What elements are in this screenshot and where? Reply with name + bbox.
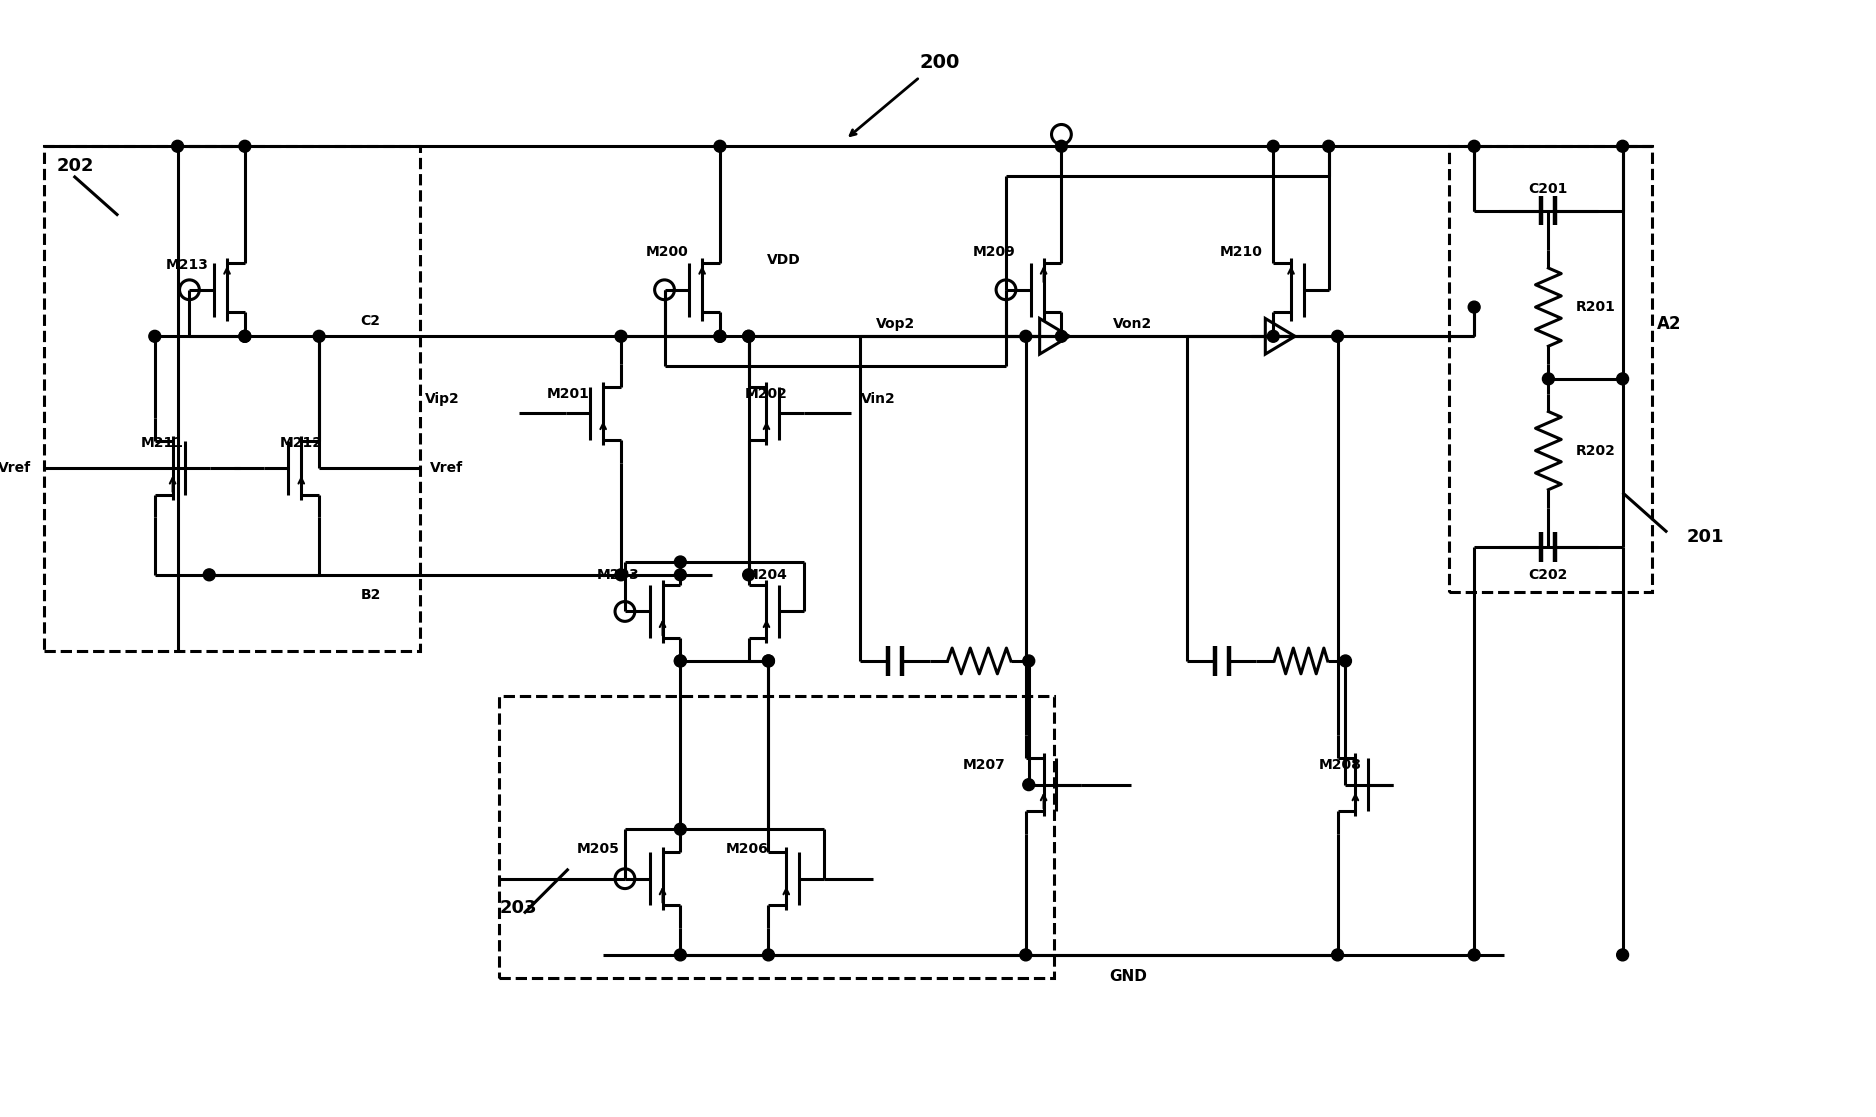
Circle shape	[715, 141, 726, 152]
Circle shape	[1617, 141, 1628, 152]
Circle shape	[1022, 655, 1036, 667]
Circle shape	[1339, 655, 1351, 667]
Circle shape	[238, 331, 251, 342]
Text: M202: M202	[745, 386, 788, 401]
Text: 200: 200	[919, 52, 961, 71]
Circle shape	[1022, 779, 1036, 791]
Circle shape	[148, 331, 161, 342]
Text: 202: 202	[56, 157, 94, 175]
Text: C202: C202	[1529, 567, 1568, 582]
Text: R201: R201	[1576, 300, 1615, 314]
Circle shape	[715, 331, 726, 342]
Text: M211: M211	[141, 437, 184, 450]
Text: M210: M210	[1219, 245, 1263, 259]
Text: C2: C2	[360, 315, 381, 328]
Circle shape	[1469, 949, 1480, 961]
Circle shape	[715, 331, 726, 342]
Text: B2: B2	[360, 588, 381, 602]
Circle shape	[1021, 331, 1032, 342]
Text: A2: A2	[1657, 315, 1681, 333]
Circle shape	[203, 569, 216, 581]
Circle shape	[615, 569, 627, 581]
Circle shape	[1332, 949, 1343, 961]
Bar	[43, 146, 420, 651]
Text: 203: 203	[499, 899, 537, 917]
Text: VDD: VDD	[767, 254, 801, 267]
Circle shape	[673, 556, 687, 567]
Text: M208: M208	[1319, 757, 1362, 772]
Text: Vip2: Vip2	[424, 392, 460, 405]
Circle shape	[673, 569, 687, 581]
Text: GND: GND	[1109, 970, 1146, 984]
Circle shape	[673, 655, 687, 667]
Text: M201: M201	[548, 386, 589, 401]
Circle shape	[1617, 949, 1628, 961]
Circle shape	[1268, 141, 1279, 152]
Circle shape	[238, 331, 251, 342]
Circle shape	[1617, 373, 1628, 384]
Text: M200: M200	[645, 245, 688, 259]
Text: M204: M204	[745, 567, 788, 582]
Circle shape	[1332, 331, 1343, 342]
Circle shape	[762, 949, 775, 961]
Circle shape	[1056, 331, 1067, 342]
Bar	[499, 696, 1054, 977]
Bar	[1450, 146, 1653, 592]
Circle shape	[762, 655, 775, 667]
Text: Von2: Von2	[1112, 317, 1152, 332]
Circle shape	[1469, 302, 1480, 313]
Text: M209: M209	[974, 245, 1015, 259]
Circle shape	[673, 949, 687, 961]
Circle shape	[1056, 141, 1067, 152]
Text: M203: M203	[597, 567, 640, 582]
Text: 201: 201	[1687, 528, 1724, 546]
Circle shape	[238, 141, 251, 152]
Text: M212: M212	[280, 437, 323, 450]
Circle shape	[743, 331, 754, 342]
Circle shape	[615, 331, 627, 342]
Text: Vref: Vref	[0, 461, 32, 475]
Text: Vin2: Vin2	[861, 392, 895, 405]
Circle shape	[1268, 331, 1279, 342]
Circle shape	[171, 141, 184, 152]
Circle shape	[673, 655, 687, 667]
Text: Vop2: Vop2	[876, 317, 915, 332]
Text: M207: M207	[962, 757, 1006, 772]
Circle shape	[1469, 141, 1480, 152]
Circle shape	[1542, 373, 1555, 384]
Circle shape	[743, 331, 754, 342]
Text: M206: M206	[726, 842, 767, 856]
Circle shape	[1323, 141, 1334, 152]
Circle shape	[743, 569, 754, 581]
Text: M205: M205	[576, 842, 619, 856]
Text: M213: M213	[165, 258, 208, 273]
Circle shape	[1021, 949, 1032, 961]
Text: R202: R202	[1576, 443, 1615, 458]
Text: Vref: Vref	[430, 461, 463, 475]
Circle shape	[762, 655, 775, 667]
Circle shape	[673, 823, 687, 836]
Circle shape	[313, 331, 325, 342]
Text: C201: C201	[1529, 182, 1568, 195]
